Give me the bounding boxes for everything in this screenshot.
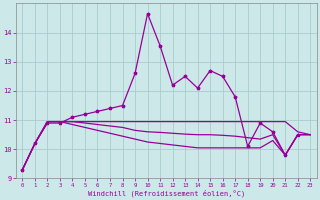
X-axis label: Windchill (Refroidissement éolien,°C): Windchill (Refroidissement éolien,°C) xyxy=(88,189,245,197)
